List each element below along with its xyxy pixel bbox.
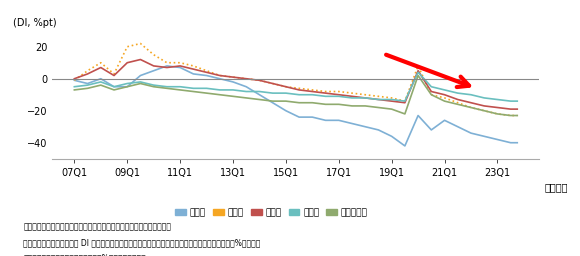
Legend: 建設業, 製造業, 卸売業, 小売業, サービス業: 建設業, 製造業, 卸売業, 小売業, サービス業 xyxy=(172,205,371,221)
Text: （年期）: （年期） xyxy=(544,182,568,192)
Text: 資料：中小企業庁・（独）中小企業基盤整備機構「中小企業景況調査」: 資料：中小企業庁・（独）中小企業基盤整備機構「中小企業景況調査」 xyxy=(23,223,171,232)
Text: 「不足」と答えた企業の割合（%）を引いたもの。: 「不足」と答えた企業の割合（%）を引いたもの。 xyxy=(23,253,146,256)
Text: (DI, %pt): (DI, %pt) xyxy=(13,18,57,28)
Text: （注）　従業員数過不足数 DI とは、従業員の今期の状況について、「過剰」と答えた企業の割合（%）から、: （注） 従業員数過不足数 DI とは、従業員の今期の状況について、「過剰」と答え… xyxy=(23,238,260,247)
